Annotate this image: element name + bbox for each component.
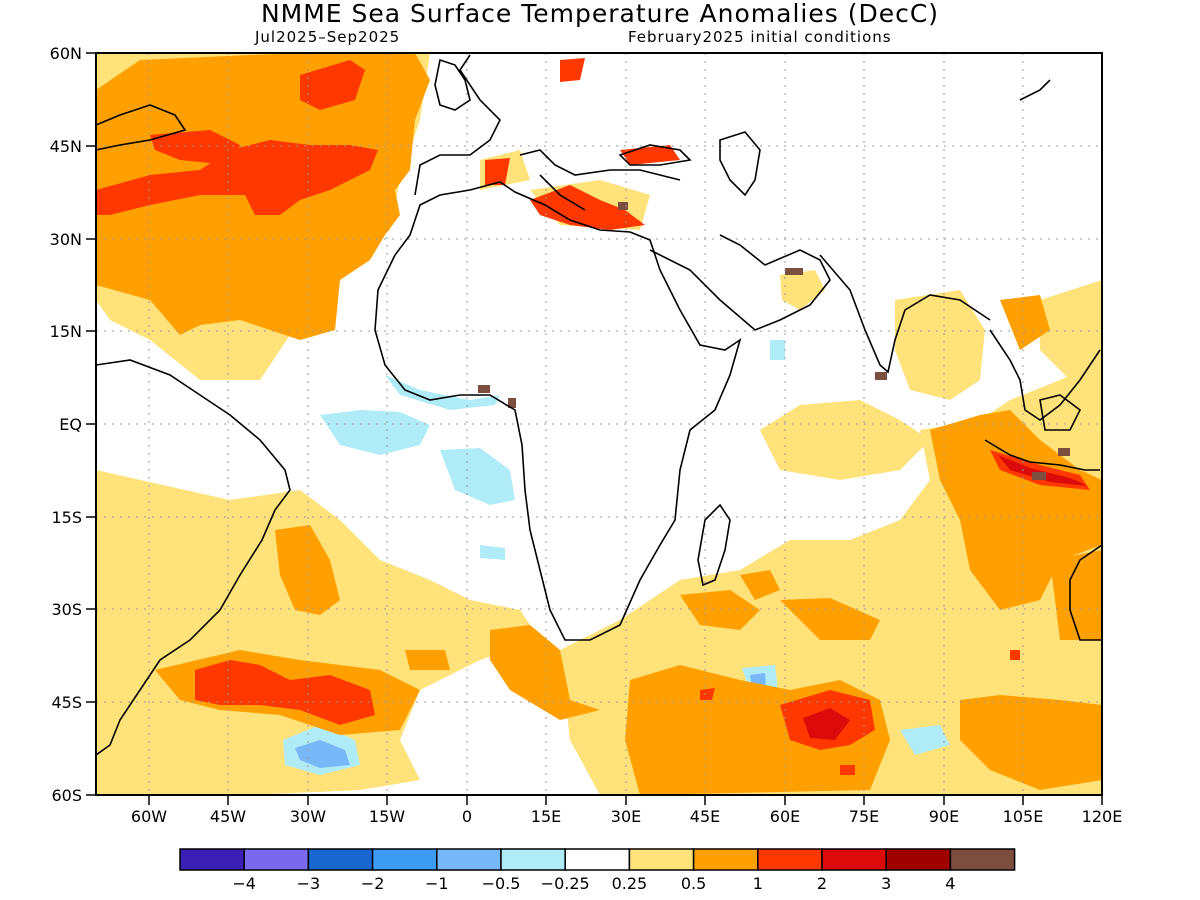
lon-label: 60W — [131, 807, 167, 826]
lon-label: 60E — [770, 807, 800, 826]
initial-conditions-label: February2025 initial conditions — [628, 28, 892, 46]
colorbar-swatch — [371, 848, 438, 871]
anomaly-fill-2-3 — [803, 455, 1088, 740]
lon-label: 75E — [849, 807, 879, 826]
lon-label: 120E — [1082, 807, 1123, 826]
tick-marks — [86, 52, 1103, 805]
anomaly-field — [96, 53, 1102, 795]
colorbar-label: −0.25 — [541, 874, 590, 893]
lon-label: 105E — [1003, 807, 1044, 826]
lat-label: 15N — [50, 322, 82, 341]
colorbar-label: −4 — [232, 874, 256, 893]
forecast-period-label: Jul2025–Sep2025 — [255, 28, 401, 46]
lon-label: 45W — [210, 807, 246, 826]
colorbar-swatch — [500, 848, 566, 871]
australia-coastline — [1069, 544, 1102, 641]
caspian-coastline — [719, 131, 761, 197]
colorbar-swatch — [949, 848, 1016, 871]
longitude-labels: 60W 45W 30W 15W 0 15E 30E 45E 60E 75E 90… — [131, 807, 1122, 826]
anomaly-fill-gt-4 — [478, 202, 1070, 480]
indonesia-coastline — [984, 394, 1100, 471]
colorbar-label: 4 — [945, 874, 955, 893]
colorbar-swatch — [436, 848, 502, 871]
colorbar-label: −3 — [297, 874, 321, 893]
india-coastline — [819, 254, 991, 374]
lat-label: 60S — [51, 786, 82, 805]
coastlines — [96, 54, 1102, 756]
lat-label: EQ — [59, 415, 82, 434]
madagascar-coastline — [697, 503, 731, 587]
colorbar-label: −0.5 — [482, 874, 521, 893]
lat-label: 30N — [50, 230, 82, 249]
lon-label: 15W — [369, 807, 405, 826]
lon-label: 0 — [462, 807, 472, 826]
colorbar-label: −2 — [361, 874, 385, 893]
colorbar-swatch — [757, 848, 823, 871]
europe-coastline — [414, 54, 681, 211]
japan-coastline — [1019, 79, 1051, 101]
colorbar-swatch — [243, 848, 310, 871]
colorbar-label: 1 — [753, 874, 763, 893]
colorbar-swatch — [885, 848, 952, 871]
greenland-coastline — [96, 104, 187, 151]
map-title: NMME Sea Surface Temperature Anomalies (… — [260, 0, 940, 28]
colorbar-swatch — [564, 848, 631, 871]
colorbar-swatch — [179, 848, 245, 871]
south-america-coastline — [96, 359, 291, 756]
lat-label: 15S — [51, 508, 82, 527]
latitude-labels: 60N 45N 30N 15N EQ 15S 30S 45S 60S — [50, 44, 82, 805]
black-sea-coastline — [618, 144, 692, 166]
colorbar-swatch — [821, 848, 887, 871]
colorbar-swatch — [307, 848, 374, 871]
colorbar-label: 2 — [817, 874, 827, 893]
lon-label: 90E — [929, 807, 959, 826]
lat-label: 45N — [50, 137, 82, 156]
lat-label: 60N — [50, 44, 82, 63]
africa-coastline — [374, 181, 742, 641]
colorbar-label: 0.25 — [612, 874, 648, 893]
colorbar-swatch — [628, 848, 695, 871]
colorbar: −4 −3 −2 −1 −0.5 −0.25 0.25 0.5 1 2 3 4 — [179, 848, 1016, 893]
lon-label: 30E — [611, 807, 641, 826]
colorbar-label: −1 — [425, 874, 449, 893]
lat-label: 45S — [51, 693, 82, 712]
arabia-coastline — [649, 234, 831, 331]
colorbar-swatch — [692, 848, 759, 871]
colorbar-label: 3 — [881, 874, 891, 893]
lon-label: 15E — [531, 807, 561, 826]
colorbar-label: 0.5 — [681, 874, 706, 893]
uk-coastline — [434, 58, 471, 111]
lon-label: 45E — [690, 807, 720, 826]
lon-label: 30W — [290, 807, 326, 826]
lat-label: 30S — [51, 600, 82, 619]
southeast-asia-coastline — [989, 329, 1101, 421]
